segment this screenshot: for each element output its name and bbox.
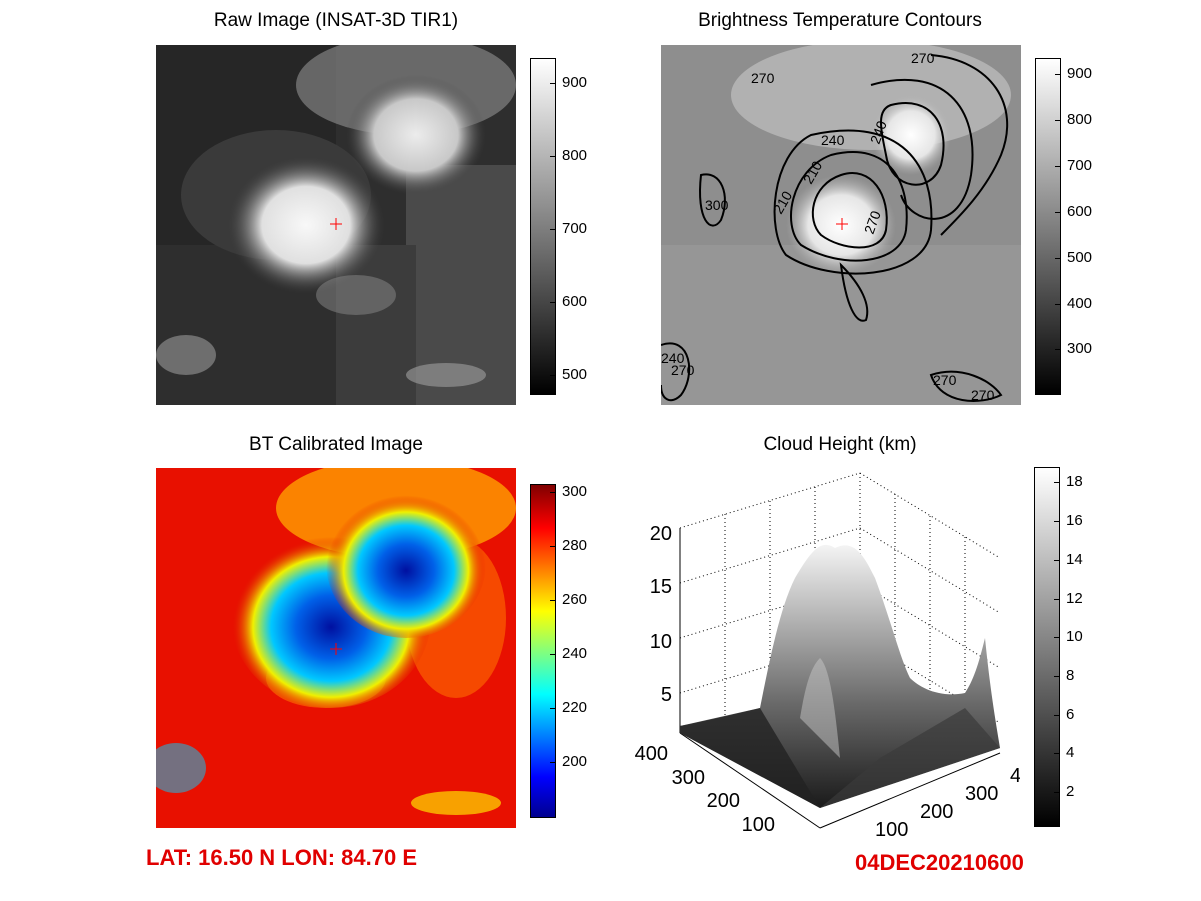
colorbar-tick-mark	[1055, 119, 1060, 121]
z-tick-label: 5	[661, 684, 672, 706]
center-marker	[836, 218, 848, 230]
datetime-label: 04DEC20210600	[855, 850, 1024, 875]
colorbar-tick-mark	[1054, 637, 1059, 639]
colorbar-tick-mark	[550, 600, 555, 602]
colorbar-tick-label: 16	[1066, 512, 1083, 530]
colorbar-tick-label: 800	[562, 147, 588, 165]
colorbar-tick-label: 10	[1066, 628, 1083, 646]
colorbar-tick-label: 2	[1066, 783, 1075, 801]
contour-label: 240	[661, 350, 685, 366]
colorbar-tick-label: 900	[1067, 65, 1093, 83]
colorbar-tick-mark	[550, 301, 555, 303]
colorbar-tick-mark	[550, 654, 555, 656]
colorbar-tick-mark	[550, 374, 555, 376]
colorbar-tick-label: 18	[1066, 473, 1083, 491]
colorbar-tick-mark	[1054, 714, 1059, 716]
contour-colorbar	[1035, 58, 1061, 395]
colorbar-tick-mark	[1054, 521, 1059, 523]
colorbar-tick-mark	[1054, 598, 1059, 600]
contour-label: 270	[671, 362, 695, 378]
colorbar-tick-label: 300	[562, 483, 588, 501]
cloud-height-surface: 20 15 10 5 400 300 200 100 100 200 300 4…	[635, 472, 1020, 841]
z-tick-label: 10	[650, 631, 672, 653]
colorbar-tick-mark	[1055, 257, 1060, 259]
contour-title: Brightness Temperature Contours	[698, 10, 982, 31]
y-tick-label: 100	[742, 814, 775, 836]
colorbar-tick-mark	[1054, 482, 1059, 484]
colorbar-tick-label: 280	[562, 537, 588, 555]
colorbar-tick-label: 600	[1067, 202, 1093, 220]
colorbar-tick-label: 220	[562, 699, 588, 717]
colorbar-tick-label: 400	[1067, 294, 1093, 312]
x-tick-label: 400	[1010, 765, 1020, 787]
colorbar-tick-label: 240	[562, 645, 588, 663]
contour-panel: 270 270 240 240 210 300 210 270 270 240 …	[661, 45, 1021, 405]
contour-label: 240	[821, 132, 845, 148]
colorbar-tick-label: 200	[562, 753, 588, 771]
x-tick-label: 100	[875, 819, 908, 841]
colorbar-tick-mark	[550, 708, 555, 710]
colorbar-tick-mark	[550, 83, 555, 85]
contour-label: 300	[705, 197, 729, 213]
colorbar-tick-mark	[1055, 165, 1060, 167]
x-tick-label: 300	[965, 783, 998, 805]
colorbar-tick-label: 6	[1066, 705, 1075, 723]
colorbar-tick-mark	[550, 546, 555, 548]
colorbar-tick-mark	[550, 762, 555, 764]
contour-label: 270	[911, 50, 935, 66]
z-tick-label: 15	[650, 576, 672, 598]
colorbar-tick-label: 800	[1067, 110, 1093, 128]
raw-image-panel	[156, 45, 516, 405]
center-marker	[330, 218, 342, 230]
colorbar-tick-label: 600	[562, 292, 588, 310]
contour-label: 240	[867, 118, 890, 146]
colorbar-tick-mark	[1055, 74, 1060, 76]
colorbar-tick-label: 500	[1067, 248, 1093, 266]
height-colorbar	[1034, 467, 1060, 827]
contour-label: 270	[933, 372, 957, 388]
cloud-height-title: Cloud Height (km)	[763, 434, 917, 455]
x-tick-label: 200	[920, 801, 953, 823]
colorbar-tick-mark	[550, 229, 555, 231]
colorbar-tick-label: 900	[562, 74, 588, 92]
colorbar-tick-label: 8	[1066, 666, 1075, 684]
y-tick-label: 300	[672, 767, 705, 789]
colorbar-tick-label: 4	[1066, 744, 1075, 762]
colorbar-tick-mark	[1054, 675, 1059, 677]
colorbar-tick-label: 300	[1067, 340, 1093, 358]
colorbar-tick-mark	[550, 156, 555, 158]
colorbar-tick-mark	[1054, 559, 1059, 561]
colorbar-tick-mark	[1055, 349, 1060, 351]
colorbar-tick-label: 14	[1066, 550, 1083, 568]
colorbar-tick-mark	[550, 492, 555, 494]
raw-colorbar	[530, 58, 556, 395]
colorbar-tick-mark	[1055, 211, 1060, 213]
y-tick-label: 400	[635, 743, 668, 765]
contour-label: 270	[971, 387, 995, 403]
y-tick-label: 200	[707, 790, 740, 812]
colorbar-tick-label: 700	[562, 220, 588, 238]
center-marker	[330, 643, 342, 655]
z-tick-label: 20	[650, 523, 672, 545]
lat-lon-label: LAT: 16.50 N LON: 84.70 E	[146, 845, 418, 870]
contour-label: 270	[751, 70, 775, 86]
colorbar-tick-mark	[1055, 303, 1060, 305]
colorbar-tick-label: 260	[562, 591, 588, 609]
bt-colorbar	[530, 484, 556, 818]
bt-image-title: BT Calibrated Image	[249, 434, 423, 455]
colorbar-tick-label: 12	[1066, 589, 1083, 607]
colorbar-tick-mark	[1054, 792, 1059, 794]
colorbar-tick-label: 700	[1067, 156, 1093, 174]
bt-image-panel	[156, 468, 516, 828]
colorbar-tick-label: 500	[562, 365, 588, 383]
contour-label: 270	[861, 208, 884, 236]
raw-image-title: Raw Image (INSAT-3D TIR1)	[213, 10, 459, 31]
colorbar-tick-mark	[1054, 753, 1059, 755]
